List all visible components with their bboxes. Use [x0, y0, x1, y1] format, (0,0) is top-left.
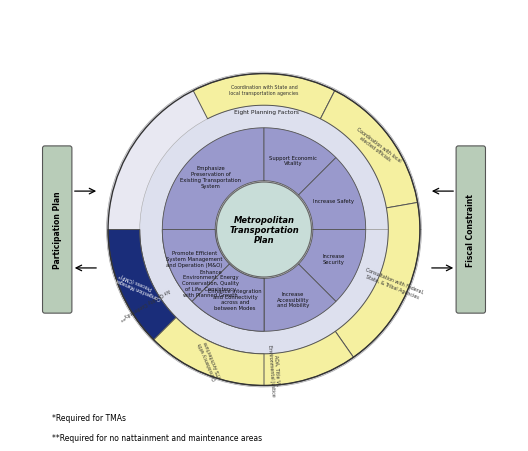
Text: Increase Safety: Increase Safety	[313, 199, 354, 204]
FancyBboxPatch shape	[456, 147, 485, 313]
Text: Consultation with Federal,
State, & Tribal Agencies: Consultation with Federal, State, & Trib…	[363, 267, 425, 300]
Polygon shape	[107, 73, 421, 387]
Text: *Required for TMAs: *Required for TMAs	[52, 413, 126, 422]
Polygon shape	[162, 230, 230, 302]
Polygon shape	[108, 230, 208, 368]
Polygon shape	[192, 264, 264, 331]
Circle shape	[216, 183, 312, 277]
Text: Metropolitan
Transportation
Plan: Metropolitan Transportation Plan	[229, 215, 299, 245]
Polygon shape	[320, 92, 418, 208]
Text: Eight Planning Factors: Eight Planning Factors	[234, 109, 299, 115]
Polygon shape	[140, 106, 388, 354]
Polygon shape	[193, 74, 335, 120]
Polygon shape	[162, 230, 264, 331]
Text: Increase
Accessibility
and Mobility: Increase Accessibility and Mobility	[277, 291, 309, 308]
Text: Congestion Management
Process (CMP)*: Congestion Management Process (CMP)*	[105, 267, 164, 300]
Text: **Required for no nattainment and maintenance areas: **Required for no nattainment and mainte…	[52, 433, 262, 442]
Polygon shape	[193, 331, 353, 386]
Polygon shape	[264, 264, 336, 331]
Text: Participation Plan: Participation Plan	[53, 191, 62, 269]
Text: Consistency with
ITS Architecture: Consistency with ITS Architecture	[197, 339, 223, 380]
Text: Support Economic
Vitality: Support Economic Vitality	[269, 155, 317, 166]
Text: Fiscal Constraint: Fiscal Constraint	[466, 193, 475, 267]
Text: Enhance Integration
and Connectivity
across and
between Modes: Enhance Integration and Connectivity acr…	[209, 288, 262, 311]
Text: Increase
Security: Increase Security	[322, 253, 345, 264]
FancyBboxPatch shape	[43, 147, 72, 313]
Text: Coordination with State and
local transportation agencies: Coordination with State and local transp…	[229, 85, 299, 96]
Polygon shape	[154, 318, 264, 386]
Text: Coordination with local
elected officials: Coordination with local elected official…	[352, 126, 402, 168]
Text: Emphasize
Preservation of
Existing Transportation
System: Emphasize Preservation of Existing Trans…	[180, 166, 241, 188]
Text: Promote Efficient
System Management
and Operation (M&O): Promote Efficient System Management and …	[166, 250, 223, 267]
Polygon shape	[264, 129, 336, 196]
Polygon shape	[298, 158, 366, 230]
Polygon shape	[108, 230, 176, 340]
Text: ADA, Title VI,
Environmental Justice: ADA, Title VI, Environmental Justice	[267, 343, 281, 396]
Text: Enhance
Environment, Energy
Conservation, Quality
of Life, Consistency
with Plan: Enhance Environment, Energy Conservation…	[182, 269, 239, 297]
Text: Air Quality Conformity**: Air Quality Conformity**	[119, 286, 171, 320]
Polygon shape	[335, 203, 420, 358]
Polygon shape	[298, 230, 366, 302]
Polygon shape	[162, 129, 264, 230]
